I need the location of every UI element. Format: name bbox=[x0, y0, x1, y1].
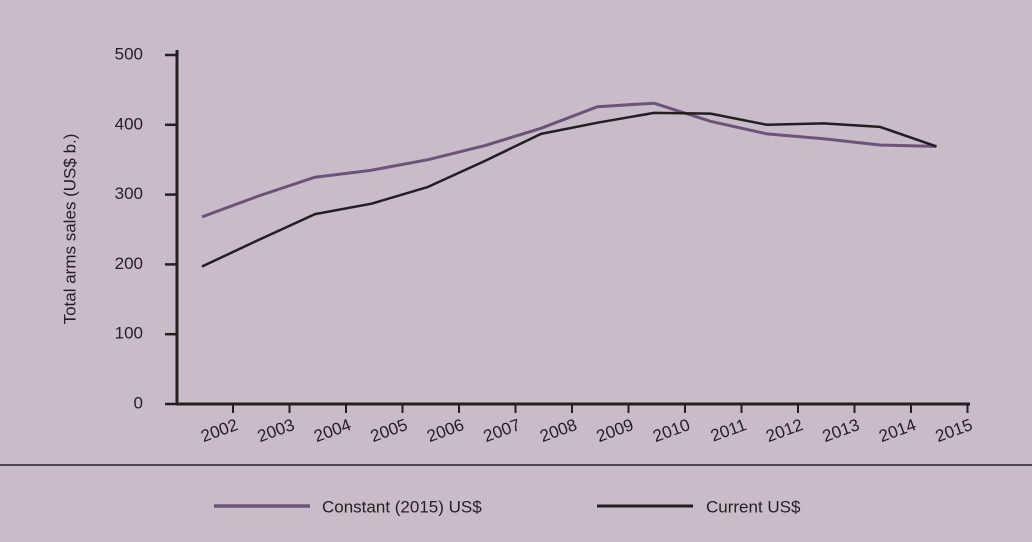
legend-label-constant: Constant (2015) US$ bbox=[322, 497, 482, 516]
x-tick-label: 2004 bbox=[311, 415, 353, 446]
x-tick-label: 2013 bbox=[820, 415, 862, 446]
series-line-current bbox=[201, 111, 937, 268]
x-tick-label: 2010 bbox=[650, 415, 692, 446]
x-tick-label: 2003 bbox=[255, 415, 297, 446]
x-tick-label: 2011 bbox=[708, 415, 749, 445]
y-tick-label: 0 bbox=[134, 393, 143, 412]
x-tick-label: 2014 bbox=[876, 415, 918, 446]
y-tick-label: 500 bbox=[115, 44, 143, 63]
x-tick-label: 2009 bbox=[594, 415, 636, 446]
legend: Constant (2015) US$ Current US$ bbox=[214, 497, 801, 516]
legend-label-current: Current US$ bbox=[706, 497, 801, 516]
x-tick-label: 2008 bbox=[537, 415, 579, 446]
y-tick-label: 400 bbox=[115, 114, 143, 133]
y-tick-label: 100 bbox=[115, 324, 143, 343]
y-ticks: 0 100 200 300 400 500 bbox=[115, 44, 177, 412]
x-tick-label: 2002 bbox=[198, 415, 240, 446]
x-tick-label: 2012 bbox=[763, 415, 805, 446]
x-tick-label: 2007 bbox=[481, 415, 523, 446]
series-line-constant bbox=[201, 101, 937, 219]
y-tick-label: 200 bbox=[115, 254, 143, 273]
y-tick-label: 300 bbox=[115, 184, 143, 203]
x-tick-label: 2006 bbox=[424, 415, 466, 446]
y-axis-title: Total arms sales (US$ b.) bbox=[60, 134, 79, 325]
x-ticks: 2002 2003 2004 2005 2006 2007 2008 2009 2010 2011… bbox=[198, 404, 975, 446]
x-tick-label: 2005 bbox=[368, 415, 410, 446]
series bbox=[201, 101, 937, 268]
x-tick-label: 2015 bbox=[933, 415, 975, 446]
